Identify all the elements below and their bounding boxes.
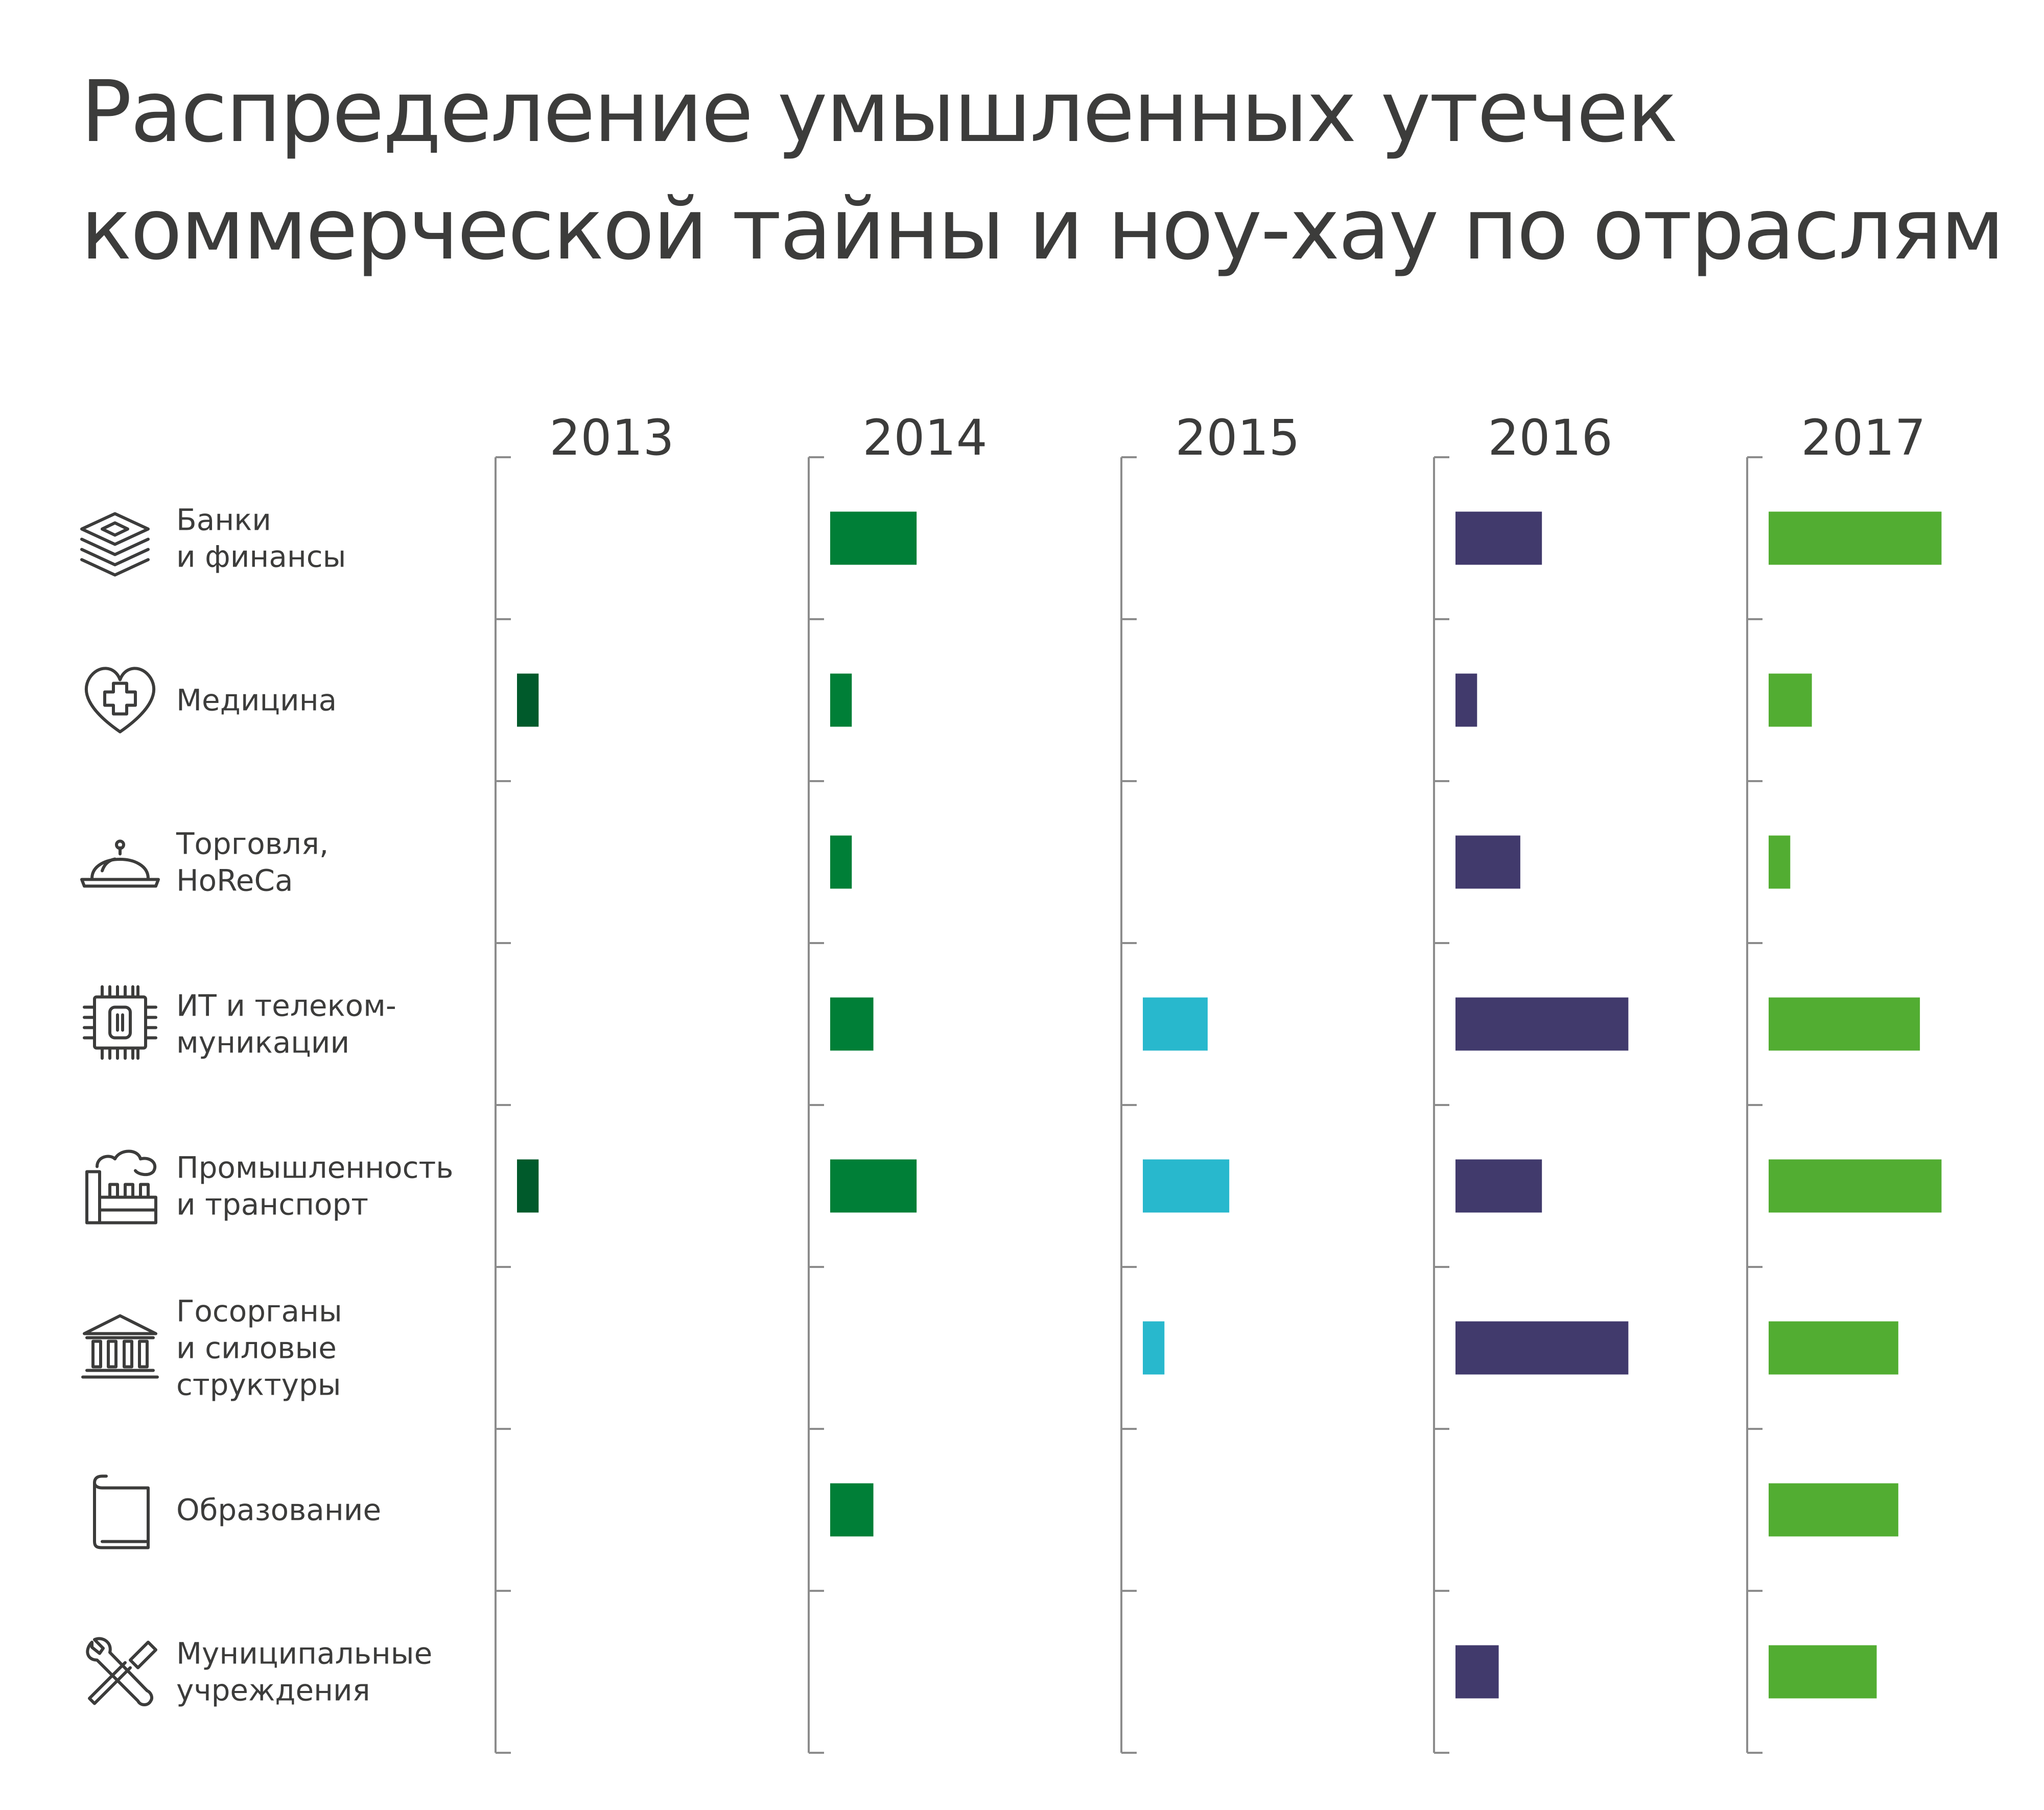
bar-2014-row-7 <box>830 1483 874 1537</box>
wrench-screwdriver-icon <box>87 1638 156 1705</box>
year-label-2014: 2014 <box>862 409 987 466</box>
chart-title: Распределение умышленных утечек коммерче… <box>81 54 2005 289</box>
category-label-line: Муниципальные <box>176 1636 432 1671</box>
bar-2014-row-3 <box>830 835 852 889</box>
bar-2014-row-4 <box>830 997 874 1051</box>
category-label-line: Промышленность <box>176 1150 453 1185</box>
bar-2015-row-4 <box>1143 997 1208 1051</box>
chart-title-line-1: Распределение умышленных утечек <box>81 63 1678 161</box>
category-label-line: учреждения <box>176 1673 370 1708</box>
bar-2017-row-3 <box>1769 835 1791 889</box>
bar-2017-row-4 <box>1769 997 1920 1051</box>
category-label: Банки и финансы <box>176 503 346 574</box>
government-building-icon <box>83 1316 157 1377</box>
category-label-line: HoReCa <box>176 863 293 898</box>
category-label: Промышленность и транспорт <box>176 1150 453 1222</box>
book-icon <box>95 1476 148 1548</box>
category-label-line: и силовые <box>176 1331 337 1366</box>
bar-2017-row-8 <box>1769 1645 1877 1699</box>
category-label-line: ИТ и телеком- <box>176 989 396 1023</box>
year-label-2017: 2017 <box>1801 409 1925 466</box>
category-label-line: Госорганы <box>176 1294 342 1329</box>
bar-2015-row-5 <box>1143 1159 1230 1213</box>
year-label-2016: 2016 <box>1488 409 1612 466</box>
bar-2016-row-5 <box>1455 1159 1542 1213</box>
category-label-line: и финансы <box>176 539 346 574</box>
serving-cloche-icon <box>82 841 158 886</box>
bar-2017-row-6 <box>1769 1321 1898 1375</box>
bar-2013-row-5 <box>517 1159 539 1213</box>
category-label-line: Медицина <box>176 683 337 718</box>
year-label-2015: 2015 <box>1175 409 1300 466</box>
microchip-icon <box>84 987 156 1059</box>
category-label-line: структуры <box>176 1368 341 1402</box>
category-label: ИТ и телеком-муникации <box>176 989 396 1060</box>
category-label: Медицина <box>176 683 337 718</box>
bar-2017-row-7 <box>1769 1483 1898 1537</box>
bar-2013-row-2 <box>517 673 539 727</box>
stacked-banknotes-icon <box>82 514 148 575</box>
bar-2014-row-2 <box>830 673 852 727</box>
bar-2016-row-1 <box>1455 511 1542 565</box>
bar-2015-row-6 <box>1143 1321 1165 1375</box>
category-label: Госорганы и силовые структуры <box>176 1294 342 1402</box>
factory-icon <box>87 1151 156 1223</box>
category-label-line: муникации <box>176 1025 349 1060</box>
bar-2017-row-2 <box>1769 673 1812 727</box>
year-label-2013: 2013 <box>549 409 674 466</box>
category-label-line: и транспорт <box>176 1187 368 1222</box>
bar-2016-row-3 <box>1455 835 1520 889</box>
bar-2016-row-6 <box>1455 1321 1629 1375</box>
bar-2016-row-4 <box>1455 997 1629 1051</box>
category-label: Образование <box>176 1493 381 1527</box>
bar-2014-row-1 <box>830 511 917 565</box>
bar-2017-row-5 <box>1769 1159 1942 1213</box>
category-label-line: Образование <box>176 1493 381 1527</box>
chart-title-line-2: коммерческой тайны и ноу-хау по отраслям <box>81 180 2005 279</box>
bar-2016-row-8 <box>1455 1645 1499 1699</box>
bar-2014-row-5 <box>830 1159 917 1213</box>
category-label-line: Торговля, <box>176 827 328 861</box>
category-label: Торговля, HoReCa <box>176 827 328 898</box>
heart-medical-cross-icon <box>86 668 154 732</box>
category-label: Муниципальные учреждения <box>176 1636 432 1708</box>
bar-2017-row-1 <box>1769 511 1942 565</box>
category-label-line: Банки <box>176 503 271 537</box>
bar-2016-row-2 <box>1455 673 1477 727</box>
